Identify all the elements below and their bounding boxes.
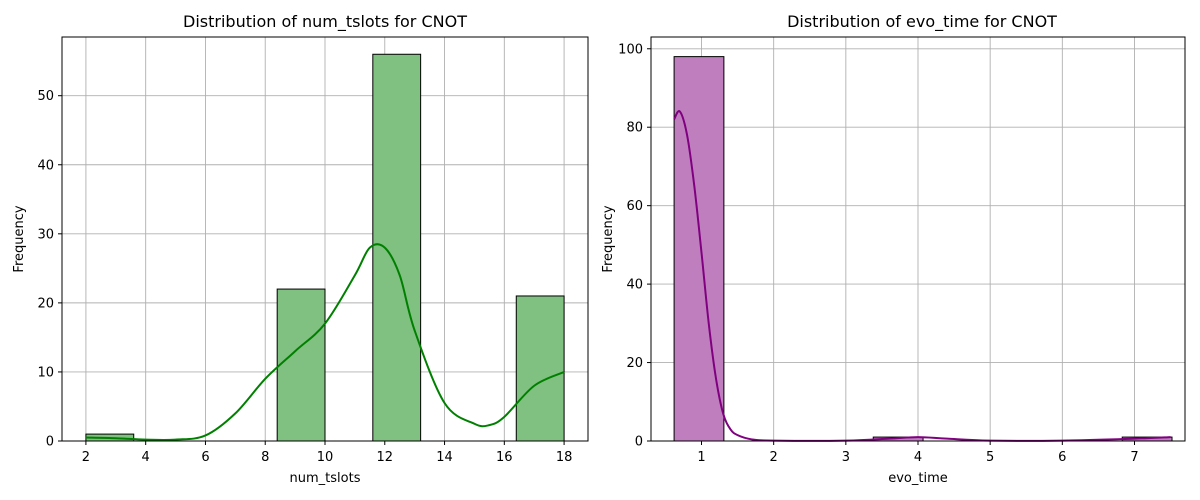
x-tick-label: 10 — [317, 450, 334, 465]
x-tick-label: 7 — [1130, 450, 1138, 465]
y-tick-label: 100 — [618, 42, 643, 57]
y-tick-label: 10 — [37, 365, 54, 380]
y-tick-label: 0 — [635, 435, 643, 450]
num-tslots-x-axis-label: num_tslots — [290, 471, 361, 486]
x-tick-label: 5 — [986, 450, 994, 465]
num-tslots-bar-9 — [515, 295, 565, 442]
x-tick-label: 2 — [770, 450, 778, 465]
y-tick-label: 50 — [37, 89, 54, 104]
y-tick-label: 0 — [46, 435, 54, 450]
evo-time-panel: 1 2 3 4 5 6 7 0 20 40 60 80 100 Distribution of evo_t… — [601, 12, 1186, 486]
x-tick-label: 4 — [142, 450, 150, 465]
evo-time-chart-title: Distribution of evo_time for CNOT — [787, 12, 1057, 32]
x-tick-label: 6 — [201, 450, 209, 465]
y-tick-label: 30 — [37, 227, 54, 242]
y-tick-label: 20 — [626, 356, 643, 371]
x-tick-label: 6 — [1058, 450, 1066, 465]
num-tslots-panel: 2 4 6 8 10 12 14 16 18 0 10 20 30 40 50 Distribution of… — [12, 12, 589, 486]
num-tslots-y-axis-label: Frequency — [12, 205, 27, 272]
num-tslots-chart-title: Distribution of num_tslots for CNOT — [183, 12, 467, 32]
y-tick-label: 20 — [37, 296, 54, 311]
x-tick-label: 18 — [556, 450, 573, 465]
x-tick-label: 1 — [697, 450, 705, 465]
num-tslots-kde-line — [85, 243, 565, 441]
num-tslots-bar-6 — [372, 53, 422, 442]
evo-time-x-axis-label: evo_time — [888, 471, 948, 486]
x-tick-label: 8 — [261, 450, 269, 465]
x-tick-label: 16 — [496, 450, 513, 465]
num-tslots-bar-4 — [276, 288, 326, 442]
y-tick-label: 60 — [626, 199, 643, 214]
y-tick-label: 80 — [626, 121, 643, 136]
x-tick-label: 14 — [436, 450, 453, 465]
x-tick-label: 3 — [842, 450, 850, 465]
evo-time-y-axis-label: Frequency — [601, 205, 616, 272]
y-tick-label: 40 — [626, 278, 643, 293]
x-tick-label: 12 — [376, 450, 393, 465]
x-tick-label: 2 — [82, 450, 90, 465]
x-tick-label: 4 — [914, 450, 922, 465]
y-tick-label: 40 — [37, 158, 54, 173]
evo-time-kde-line — [673, 110, 1171, 442]
